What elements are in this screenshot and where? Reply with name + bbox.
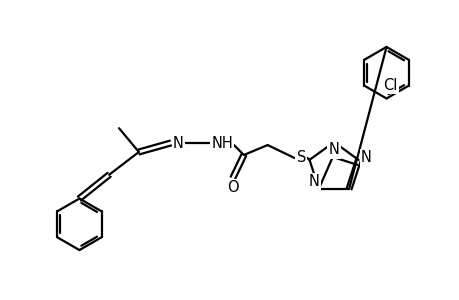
Text: Cl: Cl [382, 78, 397, 93]
Text: N: N [328, 142, 339, 158]
Text: N: N [308, 174, 319, 189]
Text: N: N [360, 150, 371, 165]
Text: O: O [227, 180, 238, 195]
Text: S: S [296, 150, 305, 165]
Text: N: N [173, 136, 184, 151]
Text: NH: NH [211, 136, 232, 151]
